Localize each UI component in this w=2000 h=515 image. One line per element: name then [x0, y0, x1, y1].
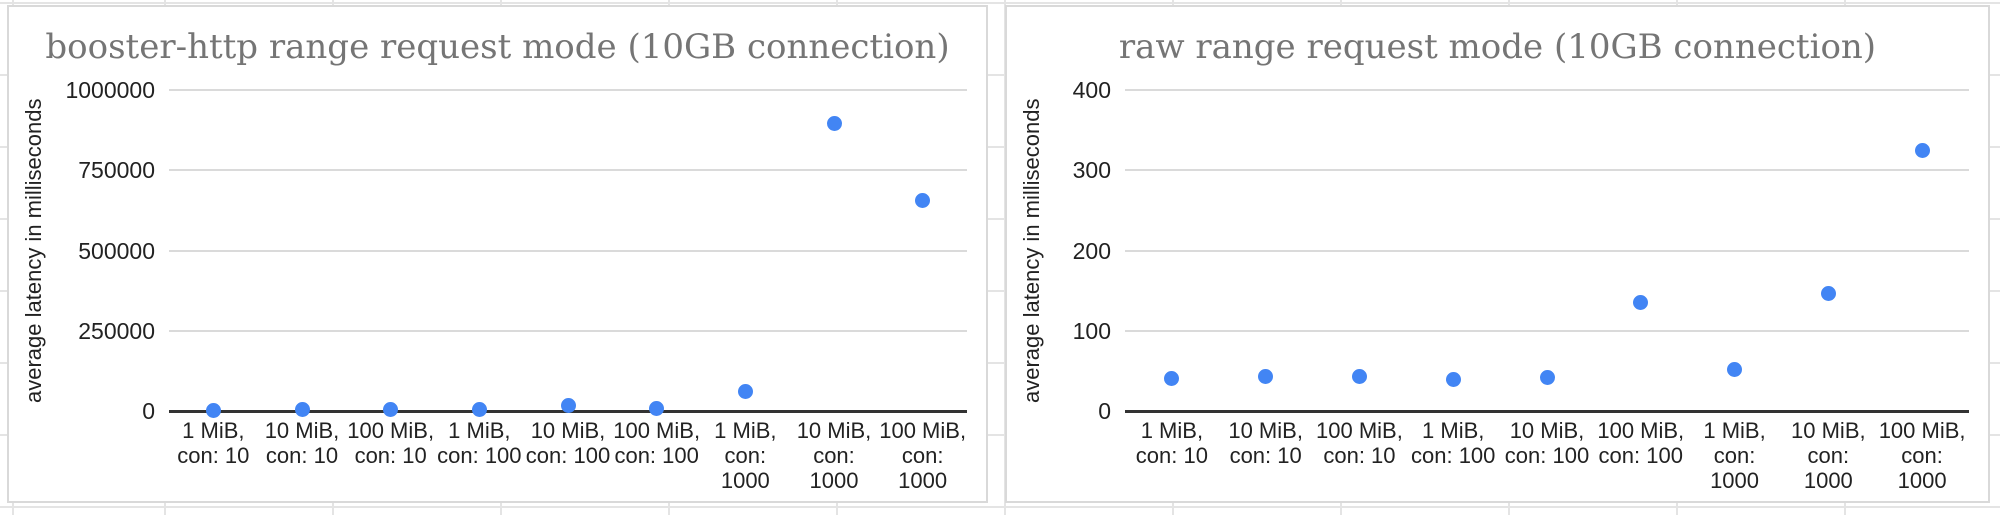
x-axis-baseline — [1125, 409, 1969, 413]
x-tick-label: 10 MiB, con: 100 — [1504, 418, 1590, 468]
data-point[interactable] — [560, 397, 576, 413]
x-tick-label: 10 MiB, con: 100 — [525, 418, 611, 468]
x-tick-label: 10 MiB, con: 1000 — [796, 418, 872, 493]
y-tick-label: 500000 — [78, 237, 155, 264]
data-point[interactable] — [294, 401, 310, 417]
gridline — [169, 249, 967, 252]
gridline — [169, 329, 967, 332]
x-tick-label: 100 MiB, con: 10 — [1316, 418, 1403, 468]
data-point[interactable] — [1914, 142, 1930, 158]
y-tick-label: 0 — [142, 398, 155, 424]
gridline — [169, 89, 967, 91]
x-tick-label: 1 MiB, con: 100 — [437, 418, 522, 468]
x-tick-label: 1 MiB, con: 1000 — [714, 418, 777, 493]
data-point[interactable] — [915, 193, 931, 209]
y-tick-label: 750000 — [78, 157, 155, 184]
x-tick-label: 100 MiB, con: 1000 — [1878, 418, 1966, 493]
y-tick-label: 100 — [1072, 317, 1111, 344]
x-tick-label: 100 MiB, con: 1000 — [879, 418, 967, 493]
data-point[interactable] — [1633, 295, 1649, 311]
y-tick-label: 400 — [1072, 77, 1111, 103]
data-point[interactable] — [383, 401, 399, 417]
gridline — [1125, 169, 1969, 172]
chart-title: booster-http range request mode (10GB co… — [45, 27, 950, 67]
x-tick-label: 100 MiB, con: 100 — [613, 418, 701, 468]
data-point[interactable] — [1258, 368, 1274, 384]
chart-title: raw range request mode (10GB connection) — [1118, 27, 1877, 67]
data-point[interactable] — [1820, 286, 1836, 302]
y-tick-label: 1000000 — [65, 77, 155, 103]
data-point[interactable] — [1445, 372, 1461, 388]
data-point[interactable] — [1164, 371, 1180, 387]
x-tick-label: 10 MiB, con: 10 — [1228, 418, 1303, 468]
x-tick-label: 1 MiB, con: 10 — [1135, 418, 1208, 468]
y-tick-label: 250000 — [78, 317, 155, 344]
data-point[interactable] — [737, 383, 753, 399]
gridline — [1125, 249, 1969, 252]
x-tick-label: 100 MiB, con: 100 — [1597, 418, 1685, 468]
gridline — [169, 169, 967, 172]
data-point[interactable] — [471, 401, 487, 417]
data-point[interactable] — [205, 402, 221, 418]
x-tick-label: 10 MiB, con: 10 — [264, 418, 340, 468]
x-tick-label: 1 MiB, con: 1000 — [1703, 418, 1766, 493]
data-point[interactable] — [1351, 368, 1367, 384]
data-point[interactable] — [1727, 361, 1743, 377]
y-tick-label: 300 — [1072, 157, 1111, 184]
chart-card-raw[interactable]: raw range request mode (10GB connection)… — [1005, 5, 1990, 503]
x-tick-label: 100 MiB, con: 10 — [347, 418, 435, 468]
y-tick-label: 0 — [1098, 398, 1111, 424]
gridline — [1125, 89, 1969, 91]
data-point[interactable] — [826, 116, 842, 132]
x-tick-label: 1 MiB, con: 100 — [1411, 418, 1496, 468]
y-tick-label: 200 — [1072, 237, 1111, 264]
x-tick-label: 10 MiB, con: 1000 — [1791, 418, 1866, 493]
gridline — [1125, 329, 1969, 332]
data-point[interactable] — [649, 400, 665, 416]
data-point[interactable] — [1539, 369, 1555, 385]
x-tick-label: 1 MiB, con: 10 — [177, 418, 250, 468]
chart-card-booster-http[interactable]: booster-http range request mode (10GB co… — [7, 5, 988, 503]
